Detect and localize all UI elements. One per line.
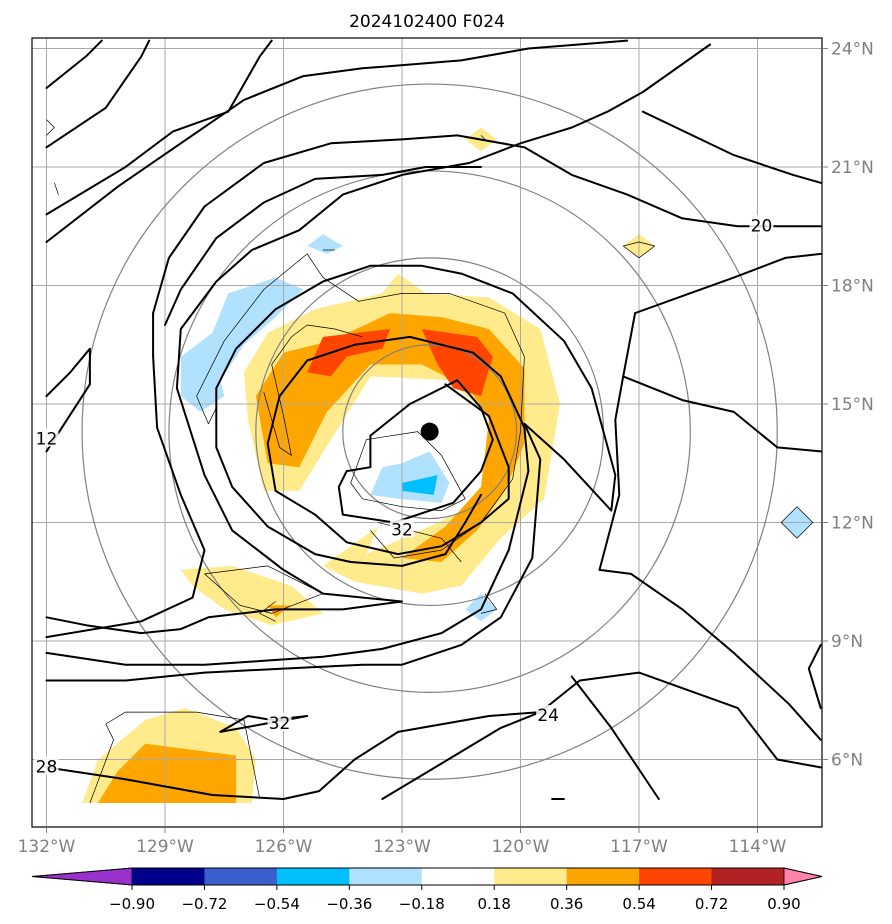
contour-label: 12 bbox=[36, 430, 58, 450]
shaded-region bbox=[370, 451, 450, 503]
y-axis-ticks: 24°N 21°N 18°N 15°N 12°N 9°N 6°N bbox=[822, 40, 874, 771]
x-tick-label: 132°W bbox=[18, 837, 76, 857]
y-tick-label: 18°N bbox=[831, 277, 874, 297]
colorbar-tick-label: 0.54 bbox=[622, 895, 655, 913]
colorbar-segment bbox=[421, 868, 495, 885]
contour-label-bg bbox=[390, 519, 414, 538]
thick-contour bbox=[164, 166, 482, 326]
colorbar-tick-label: −0.90 bbox=[109, 895, 155, 913]
thin-contour bbox=[196, 253, 525, 559]
shaded-region bbox=[307, 234, 343, 254]
thin-contour bbox=[480, 593, 498, 614]
shaded-region bbox=[402, 475, 438, 495]
contour-label-bg bbox=[34, 756, 59, 775]
contour-label-bg bbox=[749, 215, 774, 234]
colorbar-tick-label: −0.54 bbox=[254, 895, 300, 913]
colorbar-segment bbox=[349, 868, 423, 885]
thin-contour bbox=[780, 506, 814, 539]
range-ring bbox=[342, 344, 518, 520]
contour-label-bg bbox=[267, 712, 292, 731]
colorbar-segment bbox=[711, 868, 785, 885]
x-tick-label: 114°W bbox=[729, 837, 787, 857]
thick-contour bbox=[45, 39, 629, 243]
colorbar-tick-label: −0.36 bbox=[326, 895, 372, 913]
colorbar-segment bbox=[132, 868, 205, 885]
thick-contours bbox=[45, 39, 822, 800]
shaded-region bbox=[307, 329, 391, 377]
colorbar-tick-label: −0.18 bbox=[399, 895, 445, 913]
shaded-region bbox=[97, 743, 237, 803]
contour-label: 24 bbox=[537, 706, 559, 726]
thick-contour bbox=[45, 264, 617, 682]
contour-label: 32 bbox=[269, 714, 291, 734]
thin-contour bbox=[54, 182, 59, 195]
thick-contour bbox=[45, 39, 103, 89]
colorbar-segment bbox=[494, 868, 568, 885]
shaded-region bbox=[180, 565, 323, 626]
contour-label: 20 bbox=[751, 216, 773, 236]
thick-contour bbox=[598, 252, 822, 571]
x-tick-label: 126°W bbox=[255, 837, 313, 857]
colorbar-tick-label: 0.18 bbox=[478, 895, 511, 913]
x-tick-label: 117°W bbox=[610, 837, 668, 857]
range-ring bbox=[81, 83, 778, 780]
contour-label-bg bbox=[34, 428, 59, 447]
y-tick-label: 15°N bbox=[831, 395, 874, 415]
thin-contour bbox=[105, 711, 261, 800]
x-tick-label: 129°W bbox=[136, 837, 194, 857]
colorbar: −0.90 −0.72 −0.54 −0.36 −0.18 0.18 0.36 0.54 0.7… bbox=[31, 867, 823, 913]
storm-center-dot bbox=[420, 422, 439, 441]
thick-contour bbox=[337, 379, 494, 524]
colorbar-tick-label: 0.90 bbox=[767, 895, 800, 913]
thick-contour bbox=[45, 335, 530, 666]
colorbar-segment bbox=[276, 868, 350, 885]
thick-contour bbox=[570, 675, 660, 800]
thin-contour bbox=[196, 395, 217, 425]
colorbar-tick-label: −0.72 bbox=[181, 895, 227, 913]
thin-contour bbox=[622, 241, 656, 259]
thin-contour bbox=[259, 601, 276, 622]
thick-contour bbox=[45, 312, 206, 639]
y-tick-label: 24°N bbox=[831, 40, 874, 60]
thick-contour bbox=[45, 43, 712, 635]
x-tick-label: 123°W bbox=[373, 837, 431, 857]
storm-center-marker bbox=[420, 422, 439, 441]
thick-contour bbox=[641, 110, 822, 184]
contour-label: 28 bbox=[36, 757, 58, 777]
thick-contour bbox=[45, 39, 273, 216]
thick-contour bbox=[598, 568, 822, 741]
thin-contour bbox=[46, 119, 55, 136]
thick-contour bbox=[45, 671, 822, 800]
y-tick-label: 9°N bbox=[831, 632, 863, 652]
thick-contour bbox=[622, 375, 822, 453]
thick-contour bbox=[152, 134, 822, 315]
contour-label: 32 bbox=[391, 520, 413, 540]
chart-title: 2024102400 F024 bbox=[349, 12, 505, 32]
colorbar-segment bbox=[204, 868, 278, 885]
plot-frame bbox=[31, 37, 823, 828]
y-tick-label: 12°N bbox=[831, 514, 874, 534]
colorbar-tick-label: 0.72 bbox=[695, 895, 728, 913]
thin-contour bbox=[204, 565, 324, 614]
y-tick-label: 21°N bbox=[831, 158, 874, 178]
colorbar-segment bbox=[566, 868, 640, 885]
thick-contour bbox=[807, 643, 822, 710]
thick-contour bbox=[381, 711, 542, 800]
contour-labels: 12 20 32 32 24 28 bbox=[34, 215, 774, 777]
thin-contour bbox=[271, 324, 363, 365]
y-tick-label: 6°N bbox=[831, 751, 863, 771]
thick-contour bbox=[45, 347, 91, 453]
colorbar-extend-low bbox=[31, 867, 133, 886]
colorbar-extend-high bbox=[783, 867, 823, 886]
x-tick-label: 120°W bbox=[492, 837, 550, 857]
thin-contour bbox=[480, 135, 486, 140]
thick-contour bbox=[45, 39, 151, 149]
contour-label-bg bbox=[536, 705, 561, 724]
shaded-field bbox=[82, 127, 813, 803]
thin-contour bbox=[89, 739, 114, 804]
x-axis-ticks: 132°W 129°W 126°W 123°W 120°W 117°W 114°W bbox=[18, 827, 787, 857]
colorbar-tick-label: 0.36 bbox=[550, 895, 583, 913]
colorbar-segment bbox=[639, 868, 713, 885]
